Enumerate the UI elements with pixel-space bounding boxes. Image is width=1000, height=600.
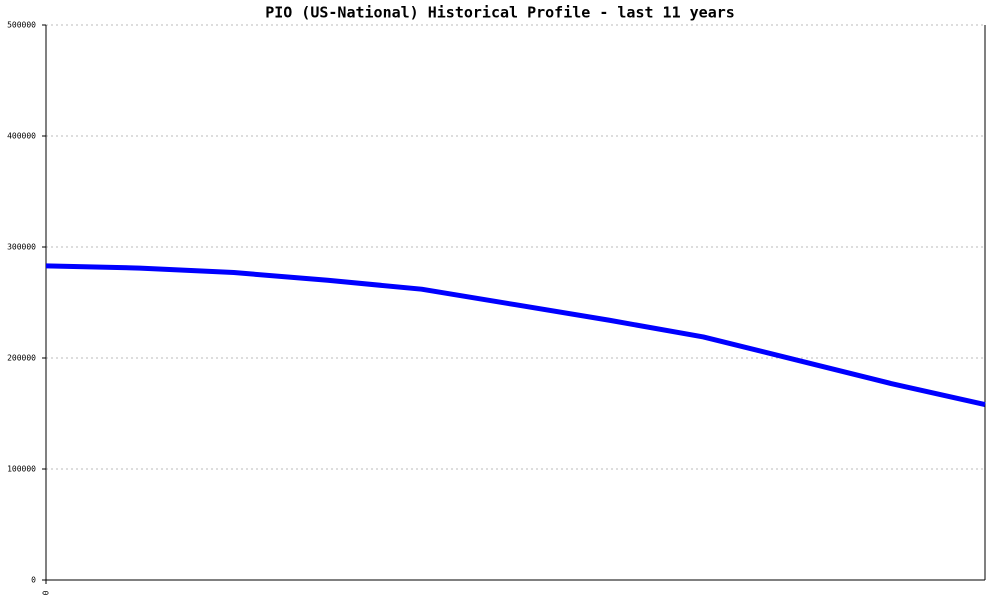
y-tick-label: 500000 [7, 21, 36, 30]
chart-title: PIO (US-National) Historical Profile - l… [265, 4, 735, 22]
y-tick-label: 200000 [7, 354, 36, 363]
y-tick-label: 100000 [7, 465, 36, 474]
y-tick-label: 400000 [7, 132, 36, 141]
y-tick-label: 300000 [7, 243, 36, 252]
x-tick-label: 0 [42, 590, 51, 595]
y-tick-label: 0 [31, 576, 36, 585]
data-line [45, 263, 986, 408]
